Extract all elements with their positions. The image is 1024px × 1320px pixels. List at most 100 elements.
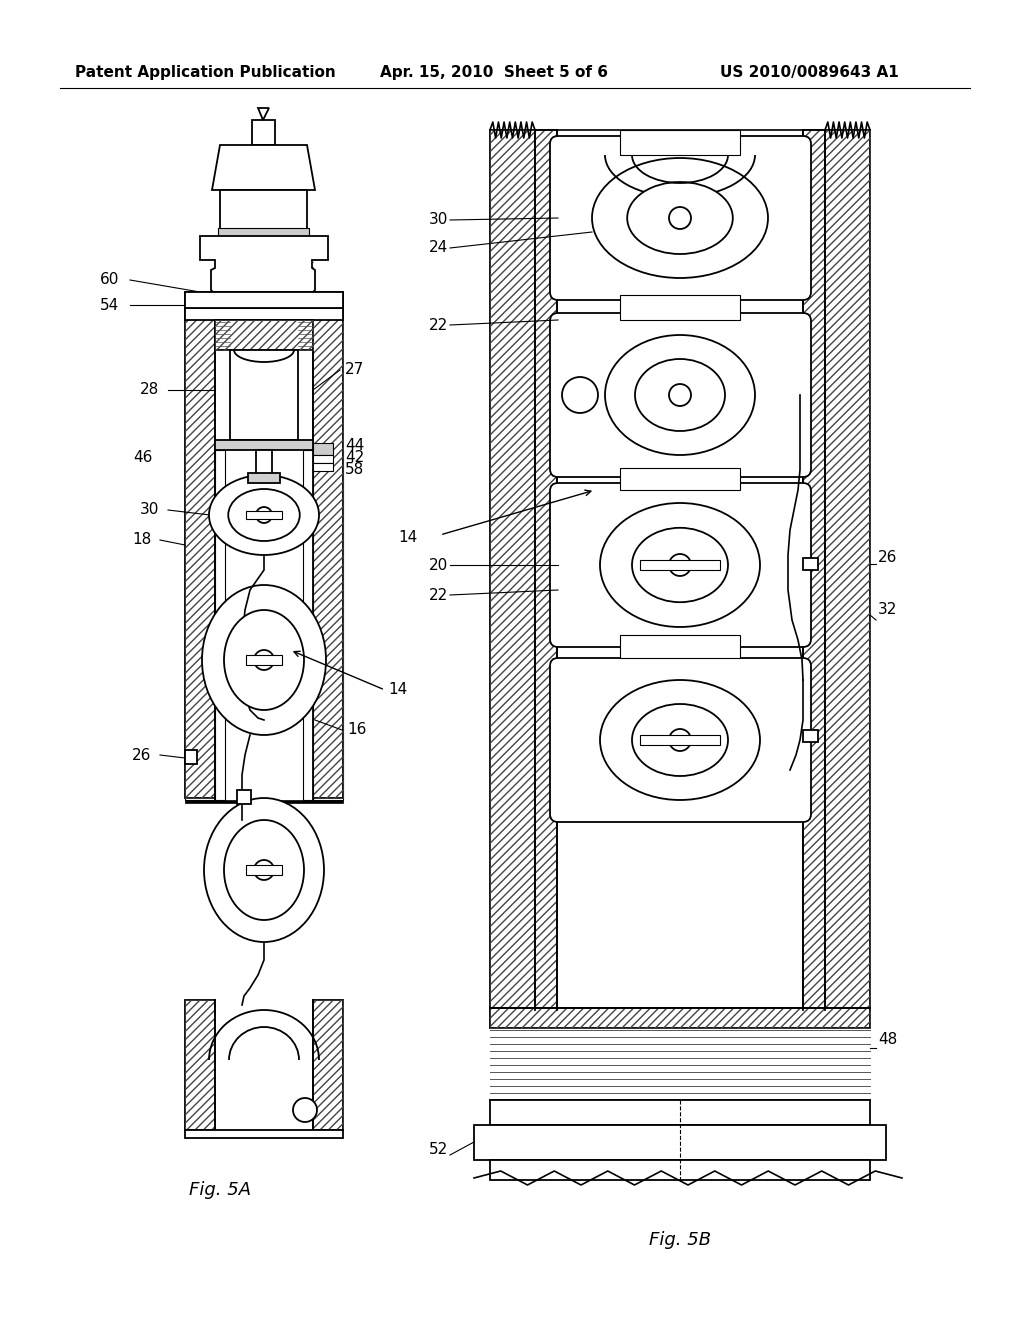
Text: 28: 28	[140, 383, 160, 397]
FancyBboxPatch shape	[550, 657, 811, 822]
Bar	[237, 789, 251, 804]
Text: 44: 44	[345, 437, 365, 453]
Text: 30: 30	[140, 503, 160, 517]
Bar	[535, 129, 557, 1010]
Ellipse shape	[562, 378, 598, 413]
Polygon shape	[212, 145, 315, 190]
Ellipse shape	[669, 384, 691, 407]
Bar	[185, 308, 343, 319]
Bar	[215, 440, 313, 450]
Bar	[246, 511, 282, 519]
Bar	[490, 1008, 870, 1028]
Ellipse shape	[204, 799, 324, 942]
Bar	[490, 1100, 870, 1125]
Text: 26: 26	[132, 747, 152, 763]
Ellipse shape	[254, 861, 274, 880]
Bar	[313, 1001, 343, 1130]
Text: 58: 58	[345, 462, 365, 477]
Text: Patent Application Publication: Patent Application Publication	[75, 65, 336, 79]
Text: 54: 54	[100, 297, 119, 313]
Bar	[185, 750, 197, 764]
Bar	[313, 444, 333, 455]
Bar	[803, 129, 825, 1010]
Bar	[490, 129, 535, 1010]
Ellipse shape	[627, 182, 733, 253]
Bar	[246, 655, 282, 665]
Ellipse shape	[635, 359, 725, 432]
Bar	[313, 308, 343, 799]
Bar	[313, 455, 333, 463]
Text: 27: 27	[345, 363, 365, 378]
FancyBboxPatch shape	[550, 313, 811, 477]
Bar	[230, 350, 298, 440]
Polygon shape	[620, 469, 740, 490]
Ellipse shape	[605, 335, 755, 455]
Ellipse shape	[202, 585, 326, 735]
Polygon shape	[220, 190, 307, 230]
Polygon shape	[200, 236, 328, 292]
Text: 24: 24	[429, 240, 449, 256]
Bar	[185, 1130, 343, 1138]
Polygon shape	[620, 294, 740, 319]
Bar	[215, 450, 225, 800]
Text: 52: 52	[429, 1143, 449, 1158]
Ellipse shape	[669, 207, 691, 228]
Bar	[248, 473, 280, 483]
Bar	[256, 450, 272, 475]
Bar	[803, 129, 825, 1010]
Bar	[825, 129, 870, 1010]
Text: 18: 18	[132, 532, 152, 548]
Text: Apr. 15, 2010  Sheet 5 of 6: Apr. 15, 2010 Sheet 5 of 6	[380, 65, 608, 79]
Text: 32: 32	[878, 602, 897, 618]
Ellipse shape	[293, 1098, 317, 1122]
Text: 14: 14	[398, 531, 418, 545]
Polygon shape	[620, 635, 740, 657]
Ellipse shape	[224, 820, 304, 920]
FancyBboxPatch shape	[550, 483, 811, 647]
Text: 14: 14	[388, 682, 408, 697]
Text: 22: 22	[429, 587, 449, 602]
Text: 20: 20	[429, 557, 449, 573]
Bar	[185, 450, 215, 800]
Bar	[185, 1001, 215, 1130]
Bar	[490, 1160, 870, 1180]
Ellipse shape	[592, 158, 768, 279]
Bar	[303, 450, 313, 800]
Ellipse shape	[600, 503, 760, 627]
Text: 30: 30	[429, 213, 449, 227]
Text: 22: 22	[429, 318, 449, 333]
Bar	[803, 558, 818, 570]
Ellipse shape	[669, 554, 691, 576]
Text: Fig. 5A: Fig. 5A	[189, 1181, 251, 1199]
Bar	[215, 319, 313, 350]
Ellipse shape	[632, 528, 728, 602]
Bar	[185, 308, 215, 799]
Ellipse shape	[254, 649, 274, 671]
Text: 42: 42	[345, 450, 365, 465]
Text: 16: 16	[347, 722, 367, 738]
Bar	[313, 1001, 343, 1130]
Ellipse shape	[228, 488, 300, 541]
Ellipse shape	[224, 610, 304, 710]
FancyBboxPatch shape	[550, 136, 811, 300]
Text: 60: 60	[100, 272, 120, 288]
Bar	[640, 560, 720, 570]
Bar	[185, 308, 215, 799]
Bar	[803, 730, 818, 742]
Bar	[313, 450, 343, 800]
Bar	[185, 292, 343, 308]
Bar	[474, 1125, 886, 1160]
Bar	[215, 319, 313, 350]
Text: 46: 46	[133, 450, 153, 466]
Bar	[313, 308, 343, 799]
Bar	[218, 228, 309, 236]
Bar	[490, 129, 535, 1010]
Bar	[825, 129, 870, 1010]
Text: 26: 26	[878, 550, 897, 565]
Bar	[313, 463, 333, 471]
Polygon shape	[258, 108, 269, 120]
Polygon shape	[620, 129, 740, 154]
Text: Fig. 5B: Fig. 5B	[649, 1232, 711, 1249]
Bar	[246, 865, 282, 875]
Text: 48: 48	[878, 1032, 897, 1048]
